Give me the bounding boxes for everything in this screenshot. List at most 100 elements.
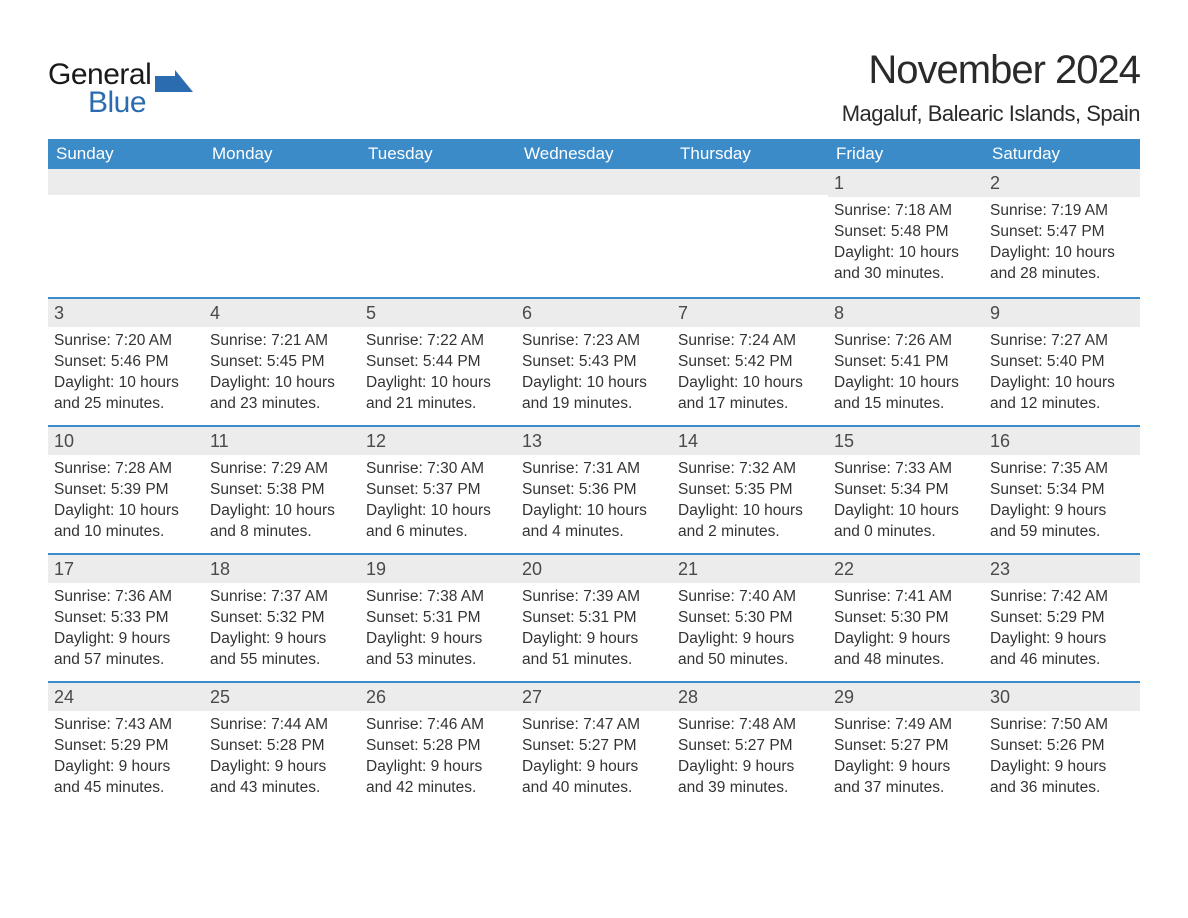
day-cell: 8Sunrise: 7:26 AMSunset: 5:41 PMDaylight… — [828, 299, 984, 425]
day-body: Sunrise: 7:27 AMSunset: 5:40 PMDaylight:… — [984, 327, 1140, 425]
sunset-line: Sunset: 5:47 PM — [990, 222, 1134, 243]
logo-flag-icon — [155, 70, 193, 92]
sunrise-line: Sunrise: 7:48 AM — [678, 715, 822, 736]
day-body: Sunrise: 7:40 AMSunset: 5:30 PMDaylight:… — [672, 583, 828, 681]
daylight-line-2: and 21 minutes. — [366, 394, 510, 415]
sunset-line: Sunset: 5:27 PM — [678, 736, 822, 757]
daylight-line-2: and 25 minutes. — [54, 394, 198, 415]
day-body: Sunrise: 7:33 AMSunset: 5:34 PMDaylight:… — [828, 455, 984, 553]
day-cell: 11Sunrise: 7:29 AMSunset: 5:38 PMDayligh… — [204, 427, 360, 553]
daylight-line-1: Daylight: 9 hours — [678, 629, 822, 650]
daylight-line-1: Daylight: 10 hours — [522, 373, 666, 394]
day-body: Sunrise: 7:49 AMSunset: 5:27 PMDaylight:… — [828, 711, 984, 809]
sunset-line: Sunset: 5:43 PM — [522, 352, 666, 373]
day-number: 1 — [828, 169, 984, 197]
sunset-line: Sunset: 5:27 PM — [834, 736, 978, 757]
daylight-line-1: Daylight: 9 hours — [834, 757, 978, 778]
sunset-line: Sunset: 5:36 PM — [522, 480, 666, 501]
sunset-line: Sunset: 5:39 PM — [54, 480, 198, 501]
day-body: Sunrise: 7:23 AMSunset: 5:43 PMDaylight:… — [516, 327, 672, 425]
daylight-line-2: and 36 minutes. — [990, 778, 1134, 799]
daylight-line-2: and 43 minutes. — [210, 778, 354, 799]
sunset-line: Sunset: 5:27 PM — [522, 736, 666, 757]
sunset-line: Sunset: 5:30 PM — [678, 608, 822, 629]
daylight-line-2: and 53 minutes. — [366, 650, 510, 671]
sunrise-line: Sunrise: 7:29 AM — [210, 459, 354, 480]
daylight-line-1: Daylight: 10 hours — [834, 243, 978, 264]
sunset-line: Sunset: 5:41 PM — [834, 352, 978, 373]
day-cell: 19Sunrise: 7:38 AMSunset: 5:31 PMDayligh… — [360, 555, 516, 681]
sunrise-line: Sunrise: 7:44 AM — [210, 715, 354, 736]
day-number: 21 — [672, 555, 828, 583]
sunrise-line: Sunrise: 7:27 AM — [990, 331, 1134, 352]
sunset-line: Sunset: 5:45 PM — [210, 352, 354, 373]
header: General Blue November 2024 Magaluf, Bale… — [48, 48, 1140, 127]
sunset-line: Sunset: 5:29 PM — [990, 608, 1134, 629]
day-cell: 28Sunrise: 7:48 AMSunset: 5:27 PMDayligh… — [672, 683, 828, 809]
daylight-line-2: and 39 minutes. — [678, 778, 822, 799]
sunset-line: Sunset: 5:26 PM — [990, 736, 1134, 757]
day-cell-blank — [48, 169, 204, 297]
day-body: Sunrise: 7:35 AMSunset: 5:34 PMDaylight:… — [984, 455, 1140, 553]
day-body: Sunrise: 7:47 AMSunset: 5:27 PMDaylight:… — [516, 711, 672, 809]
day-number: 13 — [516, 427, 672, 455]
daylight-line-2: and 45 minutes. — [54, 778, 198, 799]
sunset-line: Sunset: 5:35 PM — [678, 480, 822, 501]
sunrise-line: Sunrise: 7:20 AM — [54, 331, 198, 352]
daylight-line-1: Daylight: 9 hours — [210, 757, 354, 778]
sunrise-line: Sunrise: 7:39 AM — [522, 587, 666, 608]
sunset-line: Sunset: 5:31 PM — [522, 608, 666, 629]
daylight-line-2: and 6 minutes. — [366, 522, 510, 543]
month-title: November 2024 — [842, 48, 1140, 93]
daylight-line-1: Daylight: 10 hours — [678, 373, 822, 394]
sunset-line: Sunset: 5:31 PM — [366, 608, 510, 629]
day-body: Sunrise: 7:20 AMSunset: 5:46 PMDaylight:… — [48, 327, 204, 425]
day-number: 5 — [360, 299, 516, 327]
day-number-blank — [672, 169, 828, 195]
weeks-container: 1Sunrise: 7:18 AMSunset: 5:48 PMDaylight… — [48, 169, 1140, 809]
day-cell: 24Sunrise: 7:43 AMSunset: 5:29 PMDayligh… — [48, 683, 204, 809]
daylight-line-2: and 51 minutes. — [522, 650, 666, 671]
daylight-line-1: Daylight: 9 hours — [366, 629, 510, 650]
day-number: 9 — [984, 299, 1140, 327]
sunset-line: Sunset: 5:46 PM — [54, 352, 198, 373]
daylight-line-1: Daylight: 10 hours — [678, 501, 822, 522]
daylight-line-2: and 23 minutes. — [210, 394, 354, 415]
day-number: 2 — [984, 169, 1140, 197]
daylight-line-2: and 8 minutes. — [210, 522, 354, 543]
day-body: Sunrise: 7:29 AMSunset: 5:38 PMDaylight:… — [204, 455, 360, 553]
day-body: Sunrise: 7:18 AMSunset: 5:48 PMDaylight:… — [828, 197, 984, 295]
day-cell: 22Sunrise: 7:41 AMSunset: 5:30 PMDayligh… — [828, 555, 984, 681]
day-body: Sunrise: 7:44 AMSunset: 5:28 PMDaylight:… — [204, 711, 360, 809]
sunset-line: Sunset: 5:40 PM — [990, 352, 1134, 373]
day-cell-blank — [204, 169, 360, 297]
day-body: Sunrise: 7:21 AMSunset: 5:45 PMDaylight:… — [204, 327, 360, 425]
day-cell: 13Sunrise: 7:31 AMSunset: 5:36 PMDayligh… — [516, 427, 672, 553]
day-number: 22 — [828, 555, 984, 583]
week-row: 17Sunrise: 7:36 AMSunset: 5:33 PMDayligh… — [48, 553, 1140, 681]
day-cell-blank — [672, 169, 828, 297]
day-number: 18 — [204, 555, 360, 583]
day-body: Sunrise: 7:39 AMSunset: 5:31 PMDaylight:… — [516, 583, 672, 681]
week-row: 1Sunrise: 7:18 AMSunset: 5:48 PMDaylight… — [48, 169, 1140, 297]
daylight-line-1: Daylight: 10 hours — [210, 501, 354, 522]
sunset-line: Sunset: 5:30 PM — [834, 608, 978, 629]
daylight-line-1: Daylight: 9 hours — [834, 629, 978, 650]
day-body: Sunrise: 7:31 AMSunset: 5:36 PMDaylight:… — [516, 455, 672, 553]
daylight-line-1: Daylight: 10 hours — [366, 373, 510, 394]
sunset-line: Sunset: 5:34 PM — [834, 480, 978, 501]
daylight-line-1: Daylight: 9 hours — [678, 757, 822, 778]
dow-monday: Monday — [204, 139, 360, 169]
day-number: 7 — [672, 299, 828, 327]
day-number: 4 — [204, 299, 360, 327]
daylight-line-2: and 19 minutes. — [522, 394, 666, 415]
day-number: 14 — [672, 427, 828, 455]
day-number: 16 — [984, 427, 1140, 455]
sunset-line: Sunset: 5:34 PM — [990, 480, 1134, 501]
day-of-week-header: SundayMondayTuesdayWednesdayThursdayFrid… — [48, 139, 1140, 169]
daylight-line-1: Daylight: 10 hours — [990, 373, 1134, 394]
day-number: 24 — [48, 683, 204, 711]
day-cell: 7Sunrise: 7:24 AMSunset: 5:42 PMDaylight… — [672, 299, 828, 425]
day-body: Sunrise: 7:37 AMSunset: 5:32 PMDaylight:… — [204, 583, 360, 681]
day-cell-blank — [360, 169, 516, 297]
